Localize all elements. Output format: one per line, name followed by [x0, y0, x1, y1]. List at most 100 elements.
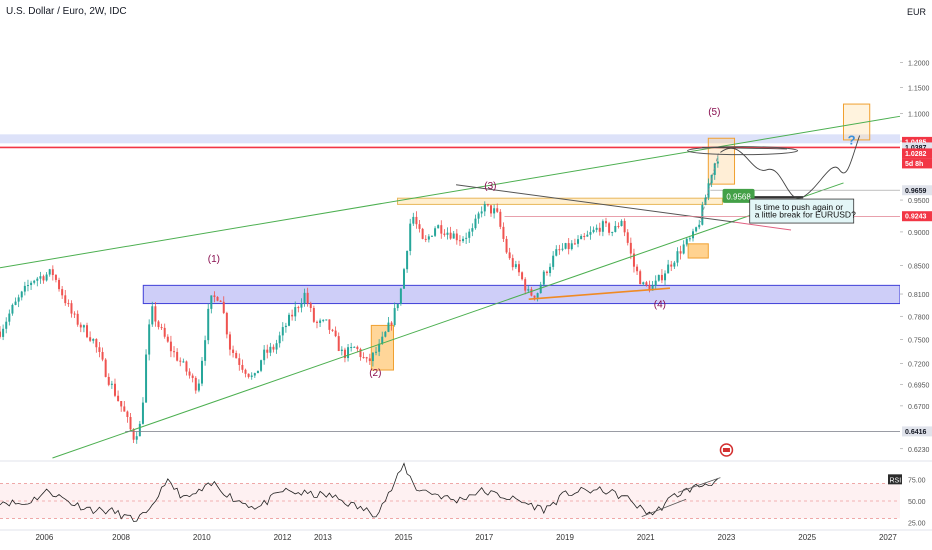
candle-body: [86, 325, 89, 338]
x-tick-label: 2017: [475, 533, 493, 542]
question-mark: ?: [848, 132, 856, 147]
candle-body: [449, 232, 452, 239]
candle-body: [356, 346, 359, 350]
candle-body: [319, 320, 322, 323]
candle-body: [247, 373, 250, 377]
annotation-labels: (1) (2) (3) (4) (5) 0.9568? Is time to push ag…: [208, 107, 856, 379]
candle-body: [347, 347, 350, 359]
candle-body: [188, 371, 191, 376]
candle-body: [160, 327, 163, 329]
candle-body: [179, 360, 182, 362]
y-tick-label: 0.6950: [908, 382, 930, 389]
candle-body: [620, 220, 623, 227]
candle-body: [219, 300, 222, 302]
candle-body: [415, 216, 418, 225]
candle-body: [26, 285, 29, 287]
candle-body: [23, 285, 26, 292]
candle-body: [173, 351, 176, 353]
candle-body: [567, 243, 570, 250]
candle-body: [539, 284, 542, 294]
candle-body: [163, 327, 166, 337]
candle-body: [11, 304, 14, 314]
candle-body: [256, 370, 259, 374]
candle-body: [623, 220, 626, 233]
candle-body: [670, 264, 673, 267]
price-axis: 1.20001.15001.10001.05000.95000.90000.85…: [900, 0, 932, 550]
candle-body: [542, 271, 545, 285]
candle-body: [704, 197, 707, 206]
candle-body: [682, 244, 685, 254]
candle-body: [350, 347, 353, 349]
candle-body: [92, 339, 95, 341]
candle-body: [493, 208, 496, 214]
candle-body: [104, 359, 107, 377]
candle-body: [182, 361, 185, 363]
candle-body: [269, 346, 272, 353]
candle-body: [185, 361, 188, 372]
candle-body: [334, 330, 337, 337]
candle-body: [614, 225, 617, 232]
candle-body: [642, 282, 645, 285]
highlight-box: [687, 243, 709, 259]
candle-body: [679, 251, 682, 254]
candle-body: [611, 231, 614, 233]
candle-body: [207, 308, 210, 341]
candle-body: [698, 224, 701, 228]
candle-body: [191, 375, 194, 378]
candle-body: [303, 292, 306, 304]
lower-trendline: [52, 182, 844, 459]
candle-body: [465, 237, 468, 239]
candle-body: [197, 383, 200, 391]
candle-body: [549, 266, 552, 274]
y-tick-label: 0.7200: [908, 361, 930, 368]
candle-body: [716, 161, 719, 164]
candle-body: [580, 235, 583, 240]
descending-trendline: [455, 184, 735, 223]
candle-body: [468, 231, 471, 238]
wave-label: (3): [484, 181, 496, 192]
candle-body: [402, 269, 405, 289]
descending-trendline-ext: [734, 221, 792, 231]
candle-body: [561, 248, 564, 250]
candle-body: [17, 297, 20, 302]
candle-body: [508, 252, 511, 259]
y-tick-label: 0.7500: [908, 337, 930, 344]
price-tag: [902, 136, 932, 147]
candle-body: [499, 211, 502, 227]
candle-body: [0, 331, 1, 337]
candle-body: [521, 272, 524, 280]
y-tick-label: 0.8100: [908, 292, 930, 299]
candle-body: [132, 429, 135, 440]
candle-body: [200, 360, 203, 384]
candle-body: [424, 238, 427, 240]
candle-body: [253, 373, 256, 376]
candle-body: [583, 235, 586, 237]
candle-body: [713, 163, 716, 175]
candle-body: [517, 264, 520, 273]
candle-body: [260, 360, 263, 371]
candle-body: [228, 334, 231, 350]
candle-body: [586, 234, 589, 237]
candle-body: [126, 411, 129, 417]
candle-body: [36, 278, 39, 281]
candle-body: [33, 280, 36, 283]
candle-body: [213, 295, 216, 297]
price-tag: [902, 148, 932, 159]
rsi-tick-label: 25.00: [908, 521, 926, 528]
y-tick-label: 0.7800: [908, 314, 930, 321]
candle-body: [595, 227, 598, 230]
candle-body: [365, 357, 368, 359]
candle-body: [390, 322, 393, 326]
candle-body: [601, 221, 604, 232]
rsi-pane: 75.00 50.00 25.00 RSI: [0, 460, 932, 528]
candle-body: [533, 295, 536, 298]
candle-body: [617, 225, 620, 227]
candle-body: [117, 395, 120, 401]
candle-body: [210, 295, 213, 309]
price-tag-label: 0.6416: [905, 429, 927, 436]
candle-body: [409, 223, 412, 251]
candle-body: [225, 312, 228, 335]
target-price-label: 0.9568: [726, 192, 751, 201]
price-tag: [902, 142, 932, 153]
candle-body: [664, 273, 667, 281]
